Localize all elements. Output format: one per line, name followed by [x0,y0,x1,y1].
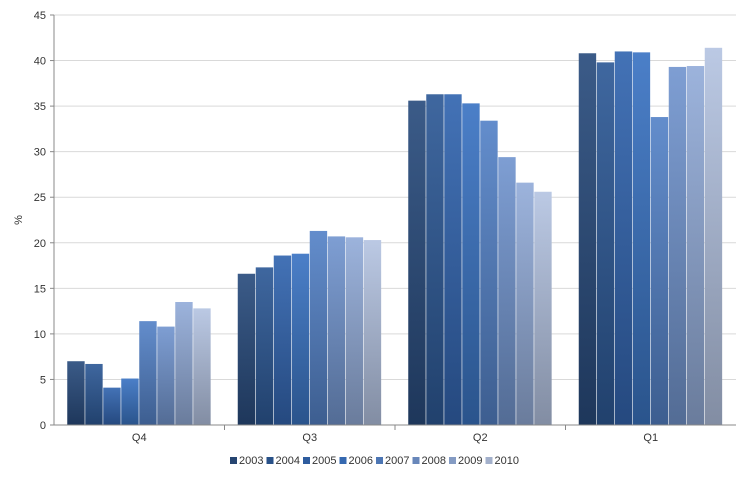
x-tick-labels: Q4 Q3 Q2 Q1 [132,425,658,444]
bar [596,62,615,425]
bar [67,361,85,425]
bar [255,267,274,425]
legend-swatch [339,457,347,464]
bar [444,94,462,426]
x-tick-label: Q1 [643,432,658,444]
legend-label: 2010 [495,455,519,467]
bar [345,237,364,425]
bar [462,103,480,425]
bar [175,302,193,425]
bar [291,253,310,425]
bars [67,47,723,426]
bar [632,52,651,425]
y-axis-title: % [13,215,25,225]
y-tick-label: 45 [34,10,46,22]
legend-label: 2004 [276,455,300,467]
legend-swatch [449,457,456,464]
bar [534,191,552,425]
legend-label: 2009 [458,455,482,467]
legend-swatch [485,457,493,464]
y-tick-label: 5 [40,374,46,386]
bar [157,326,175,425]
bar [327,236,346,425]
y-tick-label: 25 [34,192,46,204]
bar [363,240,382,425]
y-tick-label: 0 [40,420,46,432]
x-tick-label: Q2 [473,432,488,444]
bar [139,321,157,425]
y-tick-label: 15 [34,283,46,295]
bar [273,255,292,425]
x-tick-label: Q4 [132,432,147,444]
legend-swatch [303,457,310,464]
bar [85,363,103,425]
bar [578,53,597,426]
legend: 2003 2004 2005 2006 2007 2008 2009 2010 [230,455,519,467]
legend-label: 2008 [422,455,446,467]
bar [516,182,534,425]
y-tick-label: 40 [34,56,46,68]
y-tick-label: 35 [34,101,46,113]
bar [614,51,633,425]
bar [704,47,723,426]
bar [668,66,687,425]
legend-label: 2006 [349,455,373,467]
bar [498,157,516,425]
bar [103,387,121,425]
legend-swatch [412,457,420,464]
bar [686,66,705,426]
legend-label: 2007 [385,455,409,467]
bar [426,94,444,426]
y-tick-label: 30 [34,147,46,159]
x-tick-label: Q3 [302,432,317,444]
legend-label: 2003 [239,455,263,467]
bar [480,120,498,425]
legend-label: 2005 [312,455,336,467]
y-tick-labels: 0 5 10 15 20 25 30 35 40 45 [34,10,54,432]
y-tick-label: 20 [34,238,46,250]
bar [408,100,426,426]
bar [237,273,256,425]
bar [193,308,211,425]
legend-swatch [230,457,237,464]
bar [650,117,669,426]
y-tick-label: 10 [34,329,46,341]
legend-swatch [376,457,383,464]
legend-swatch [266,457,274,464]
bar [121,378,139,425]
bar [309,230,328,425]
